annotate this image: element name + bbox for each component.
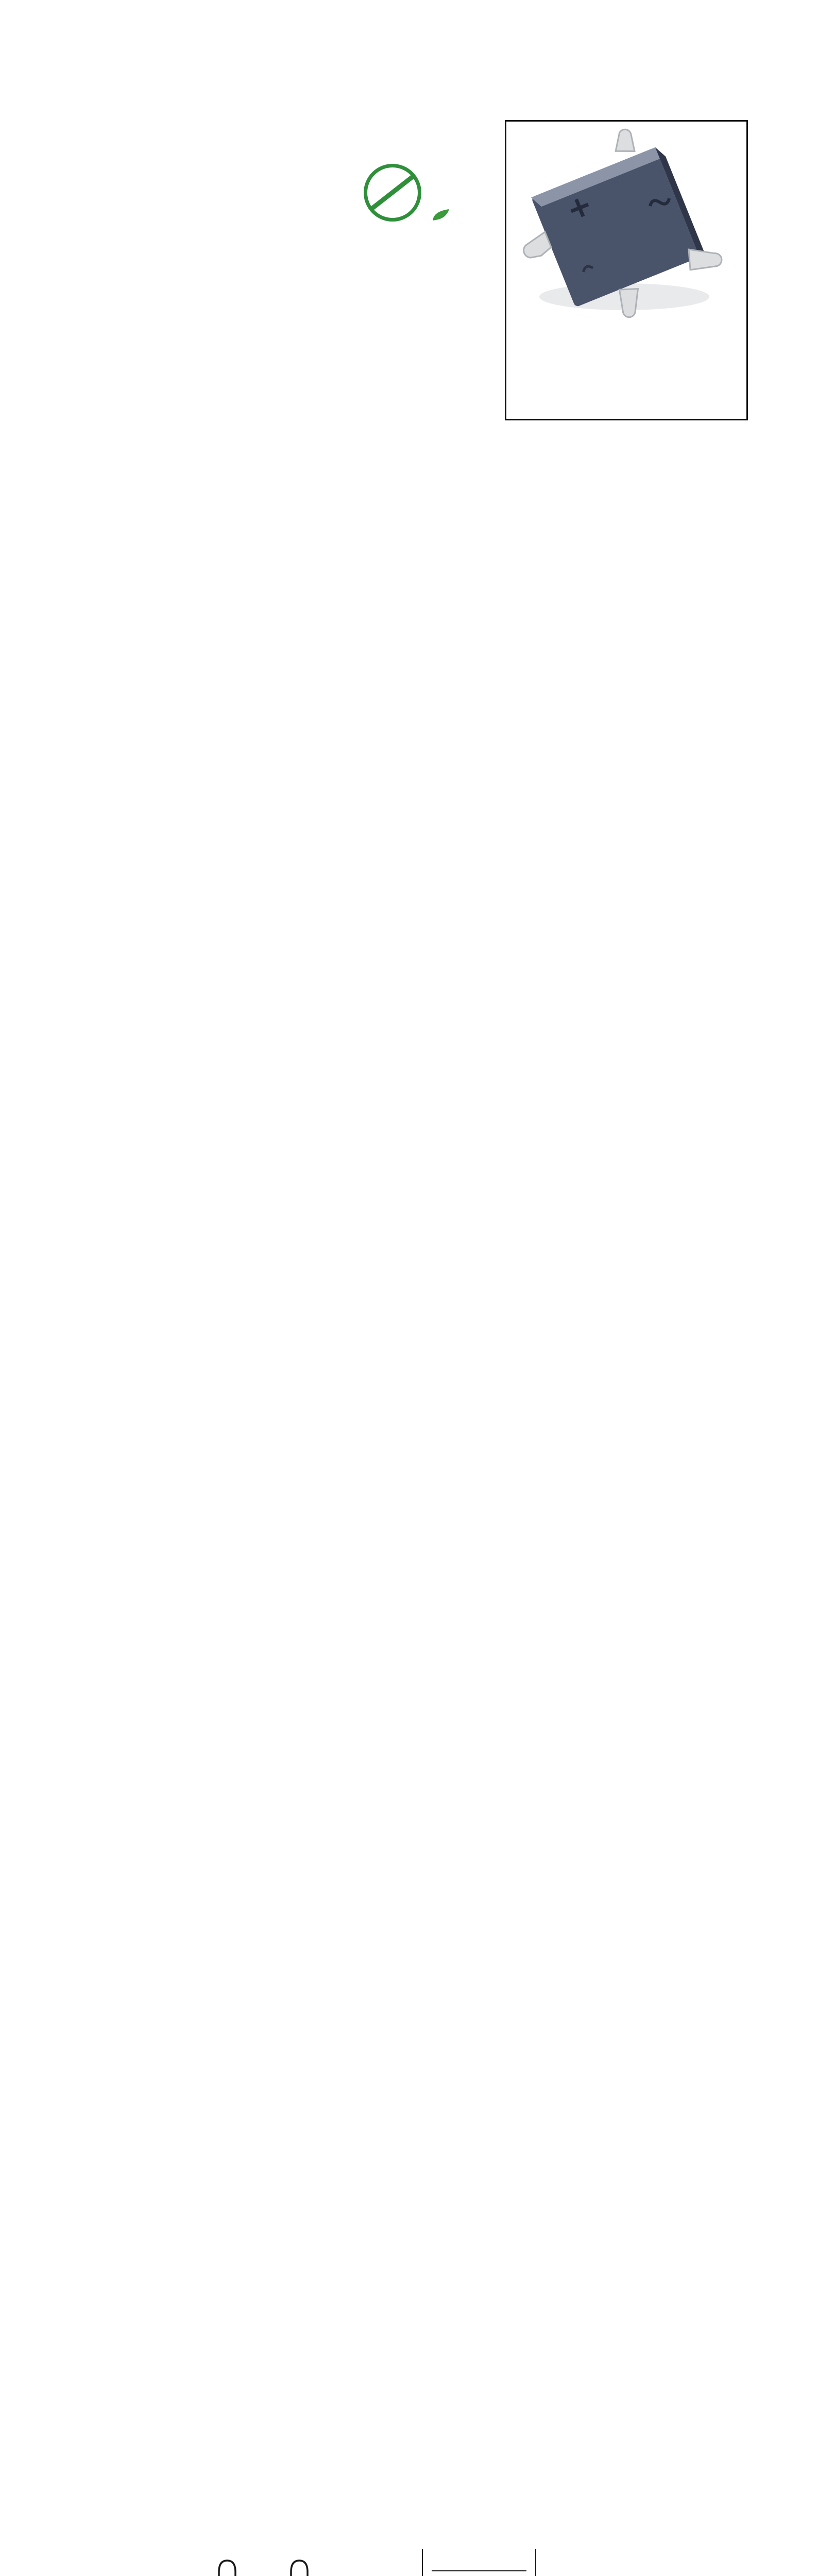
feature-item [57,210,59,225]
rohs-badge [432,208,451,224]
page-1 [0,0,818,1157]
feature-item [57,249,59,264]
pb-free-badge [364,164,421,222]
package-outline-drawing [218,2549,536,2576]
dim-overall-width [422,2549,536,2576]
feature-item [57,274,59,289]
page-3 [0,2313,818,2576]
page-2 [0,1157,818,2313]
pb-slash-icon [369,174,416,211]
top-view [218,2560,309,2576]
mech-item [57,346,59,361]
leaf-icon [433,209,449,221]
product-photo [523,128,723,318]
mech-item [57,391,59,405]
mech-item [57,367,59,381]
feature-item [57,230,59,244]
product-photo-frame [505,120,748,420]
feature-item [57,299,59,313]
